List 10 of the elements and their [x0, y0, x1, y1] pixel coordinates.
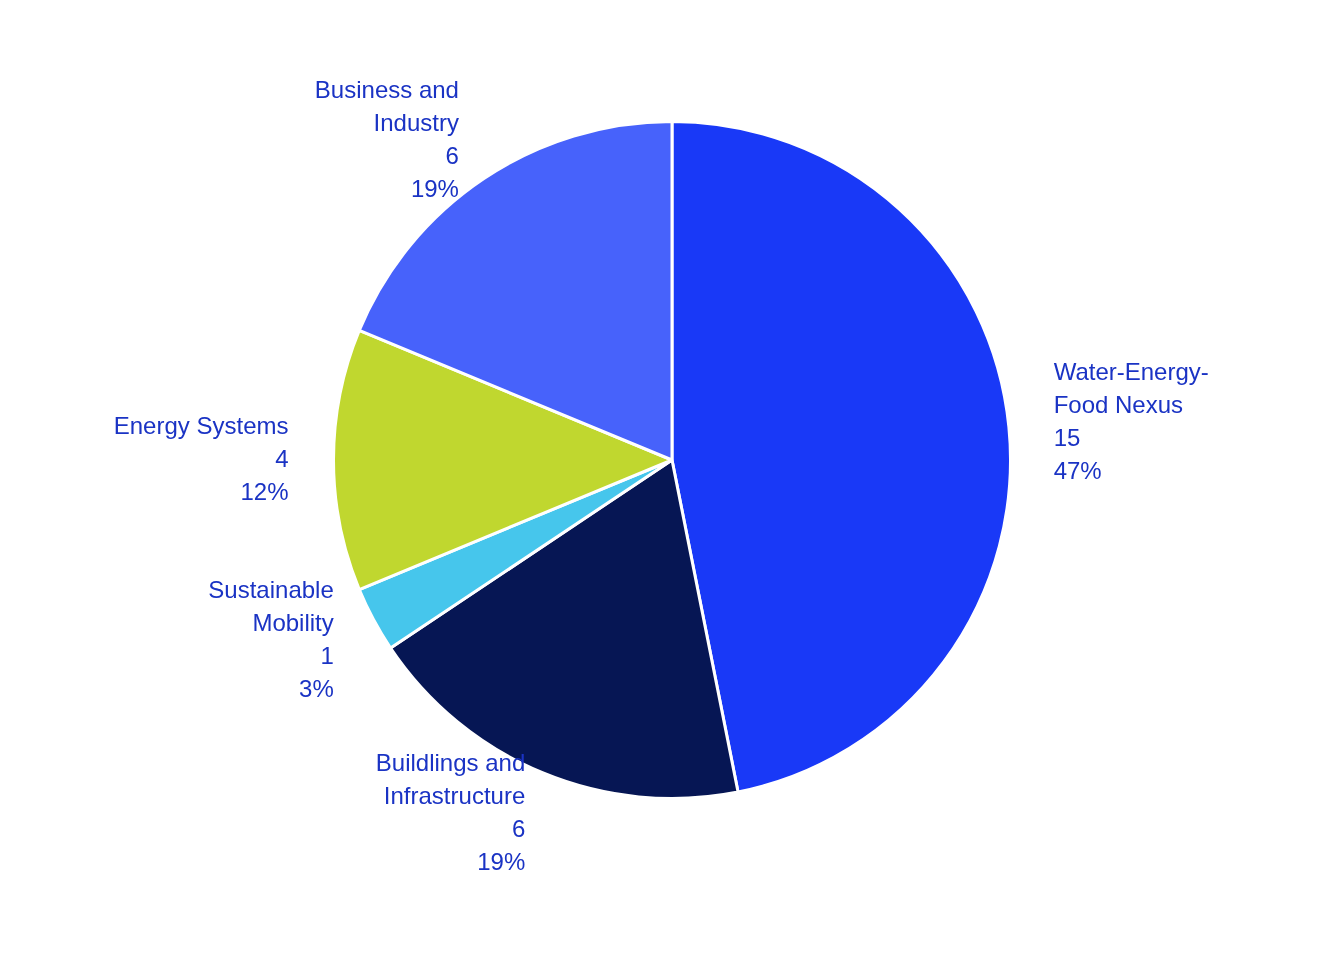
- data-label: 4 12%: [240, 444, 289, 505]
- slice-label: Buildlings and Infrastructure: [375, 749, 526, 810]
- data-label: 15 47%: [1053, 423, 1102, 484]
- slice-label: Water-Energy-Food Nexus: [1053, 357, 1209, 418]
- slice-label: Energy Systems: [113, 411, 289, 439]
- slice-label: Sustainable Mobility: [208, 575, 334, 636]
- data-label: 1 3%: [299, 641, 334, 702]
- data-label: 6 19%: [477, 815, 526, 876]
- data-label: 6 19%: [410, 142, 459, 203]
- slice-label: Business and Industry: [314, 76, 459, 137]
